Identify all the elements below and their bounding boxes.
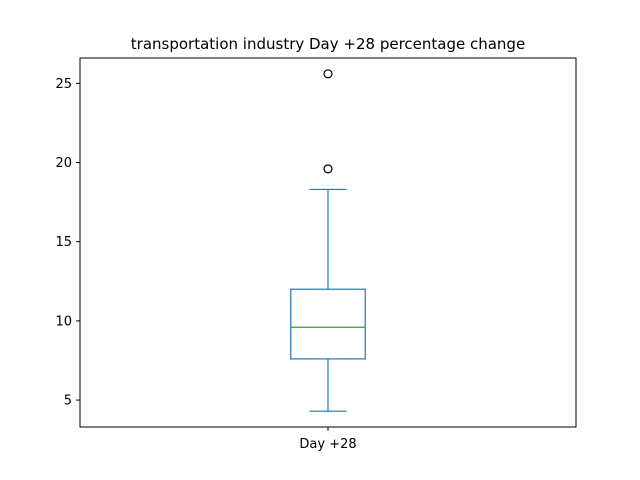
outlier-point [323,69,333,79]
x-tick-label: Day +28 [299,437,356,452]
y-tick-label: 15 [55,235,72,250]
y-tick-label: 10 [55,314,72,329]
plot-area-frame [79,57,577,428]
box-group [290,69,366,412]
y-tick-label: 5 [64,394,72,409]
y-tick-label: 20 [55,156,72,171]
box-iqr [290,288,366,360]
y-tick-label: 25 [55,77,72,92]
outlier-point [323,164,333,174]
y-axis: 5 10 15 20 25 [55,77,80,409]
chart-title: transportation industry Day +28 percenta… [131,35,525,53]
x-axis: Day +28 [299,427,357,452]
